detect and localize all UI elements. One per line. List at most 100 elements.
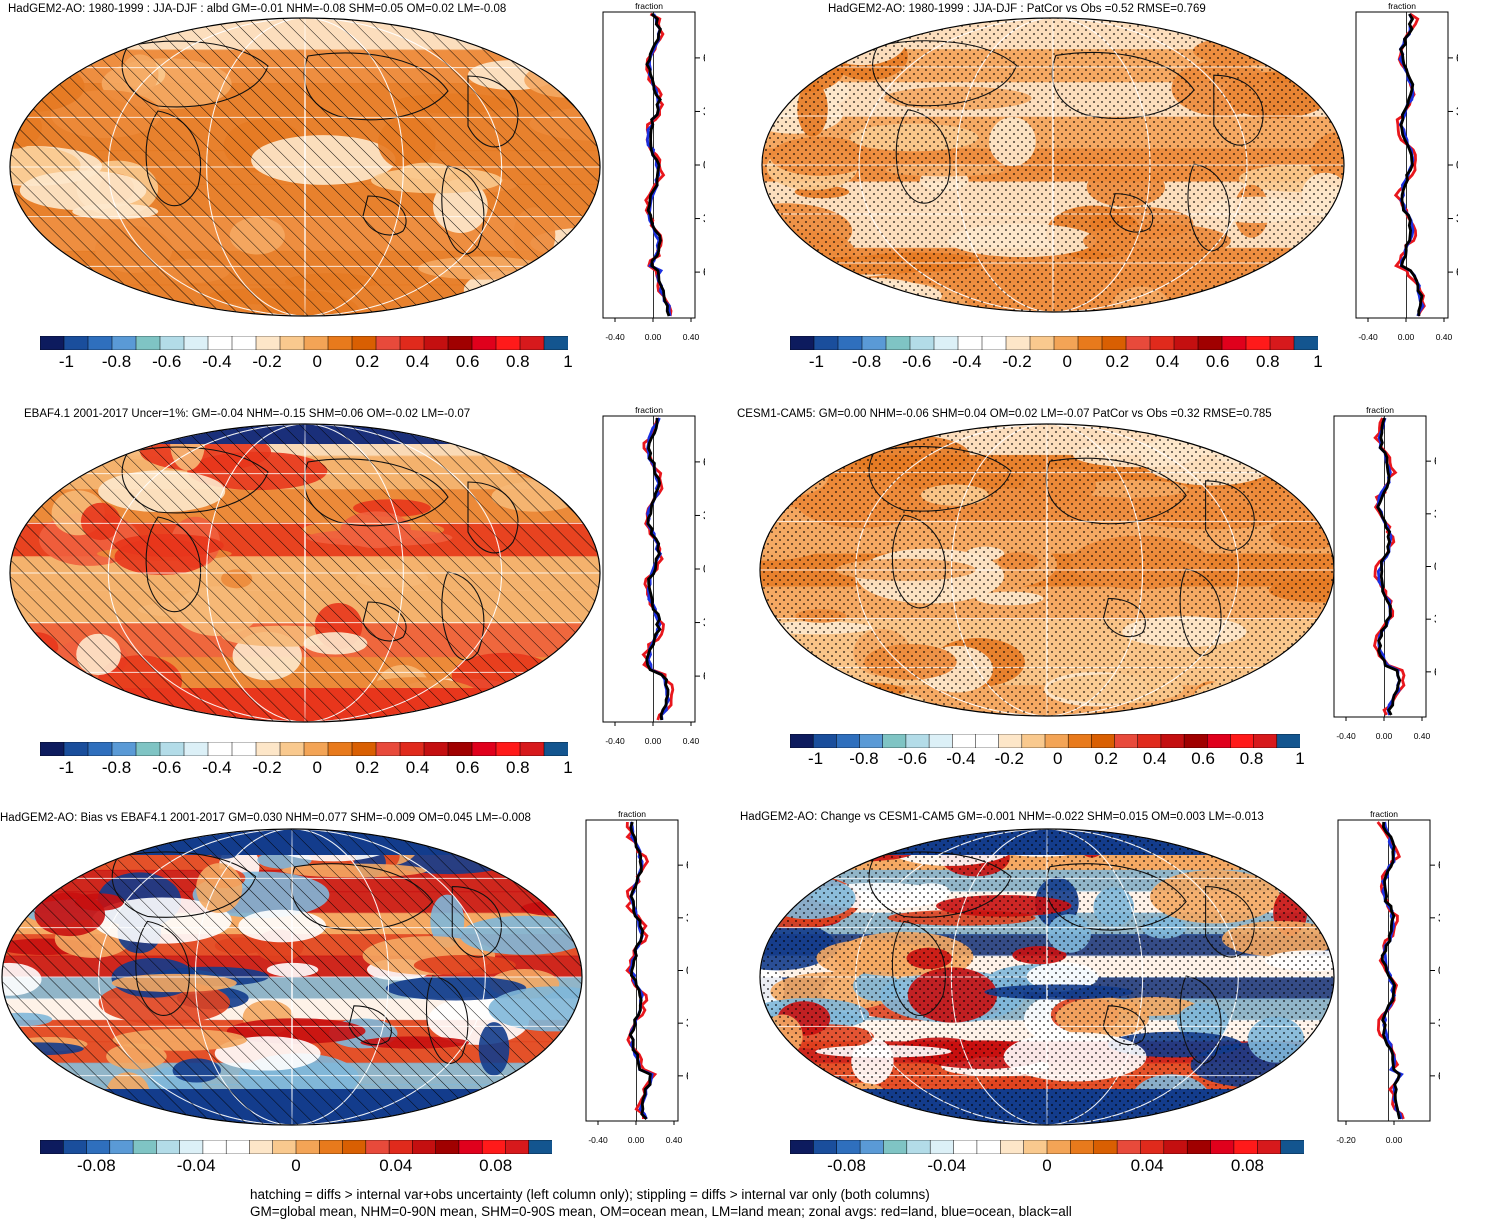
lat-tick-label: 30N [686, 913, 688, 925]
colorbar-swatch [279, 336, 305, 350]
colorbar-swatch [905, 734, 930, 748]
colorbar-swatch [1280, 1140, 1304, 1154]
colorbar-swatch [40, 1140, 65, 1154]
lat-tick-label: 60N [686, 860, 688, 872]
lat-tick-label: 60S [1456, 267, 1458, 279]
colorbar-tick-label: 0 [1062, 352, 1072, 371]
colorbar-swatch [231, 336, 257, 350]
map-svg-2 [761, 17, 1345, 313]
map-panel-1 [8, 16, 602, 318]
colorbar-swatch [183, 336, 209, 350]
colorbar-swatch [495, 336, 521, 350]
colorbar-swatch [495, 742, 521, 756]
colorbar-swatch [813, 336, 839, 350]
zonal-svg-5: fraction 60N 30N 0 30S 60S -0.40 0.00 0.40 [585, 809, 688, 1145]
colorbar-swatch [882, 734, 907, 748]
colorbar-swatch [412, 1140, 437, 1154]
panel-title-2: HadGEM2-AO: 1980-1999 : JJA-DJF : PatCor… [828, 3, 1206, 15]
colorbar-tick-label: -0.6 [152, 758, 182, 777]
colorbar-swatch [1253, 734, 1278, 748]
colorbar-swatch [885, 336, 911, 350]
colorbar-5 [40, 1140, 552, 1154]
panel-title-5: HadGEM2-AO: Bias vs EBAF4.1 2001-2017 GM… [0, 812, 531, 824]
colorbar-tick-label: -0.08 [827, 1156, 866, 1175]
colorbar-swatch [1091, 734, 1116, 748]
colorbar-svg-6 [790, 1140, 1304, 1154]
colorbar-swatch [1046, 1140, 1072, 1154]
zonal-x-tick-label: 0.40 [666, 1135, 683, 1145]
colorbar-swatch [111, 336, 137, 350]
colorbar-swatch [255, 336, 281, 350]
colorbar-swatch [1257, 1140, 1282, 1154]
colorbar-swatch [1245, 336, 1271, 350]
colorbar-swatch [998, 734, 1023, 748]
lat-tick-label: 60N [1438, 860, 1440, 872]
lat-tick-label: 30N [1438, 913, 1440, 925]
colorbar-swatch [1023, 1140, 1048, 1154]
colorbar-swatch [87, 336, 113, 350]
colorbar-swatch [1186, 1140, 1212, 1154]
colorbar-swatch [1207, 734, 1232, 748]
zonal-x-tick-label: 0.00 [645, 332, 662, 342]
colorbar-swatch [375, 336, 401, 350]
lat-tick-label: 30N [703, 106, 705, 118]
colorbar-swatch [255, 742, 281, 756]
colorbar-swatch [423, 742, 449, 756]
colorbar-tick-label: 0.04 [1130, 1156, 1164, 1175]
colorbar-tick-label: -0.4 [202, 352, 232, 371]
colorbar-swatch [249, 1140, 274, 1154]
zonal-x-tick-label: -0.40 [605, 332, 625, 342]
colorbar-swatch [159, 336, 185, 350]
colorbar-swatch [543, 742, 568, 756]
zonal-x-tick-label: -0.40 [1336, 731, 1356, 741]
colorbar-swatch [63, 742, 89, 756]
colorbar-swatch [135, 336, 161, 350]
colorbar-3 [40, 742, 568, 756]
colorbar-swatch [471, 336, 497, 350]
colorbar-labels-5: -0.08 -0.04 0 0.04 0.08 [40, 1156, 552, 1178]
colorbar-swatch [481, 1140, 507, 1154]
zonal-x-tick-label: 0.40 [683, 736, 700, 746]
colorbar-tick-label: -0.6 [902, 352, 932, 371]
zonal-x-tick-label: 0.00 [645, 736, 662, 746]
colorbar-swatch [179, 1140, 204, 1154]
colorbar-swatch [1269, 336, 1295, 350]
colorbar-swatch [543, 336, 568, 350]
colorbar-swatch [859, 1140, 885, 1154]
colorbar-swatch [1125, 336, 1151, 350]
colorbar-swatch [1029, 336, 1055, 350]
colorbar-swatch [87, 742, 113, 756]
colorbar-swatch [63, 336, 89, 350]
map-svg-5 [1, 828, 583, 1126]
colorbar-svg-5 [40, 1140, 552, 1154]
zonal-x-tick-label: 0.40 [1436, 332, 1453, 342]
colorbar-swatch [528, 1140, 552, 1154]
colorbar-tick-label: -1 [58, 352, 74, 371]
colorbar-swatch [1114, 734, 1139, 748]
colorbar-tick-label: 0.2 [1094, 749, 1119, 768]
colorbar-swatch [423, 336, 449, 350]
colorbar-swatch [1160, 734, 1185, 748]
colorbar-tick-label: 0.8 [506, 352, 530, 371]
map-panel-6 [758, 827, 1336, 1127]
colorbar-labels-2: -1 -0.8 -0.6 -0.4 -0.2 0 0.2 0.4 0.6 0.8 1 [790, 352, 1323, 374]
lat-tick-label: 60N [1434, 456, 1436, 468]
colorbar-swatch [342, 1140, 367, 1154]
zonal-x-tick-label: 0.00 [628, 1135, 645, 1145]
colorbar-6 [790, 1140, 1304, 1154]
colorbar-tick-label: 0.8 [1239, 749, 1264, 768]
colorbar-swatch [957, 336, 983, 350]
zonal-land-line [1393, 12, 1426, 317]
colorbar-swatch [295, 1140, 321, 1154]
zonal-all-line [1398, 13, 1424, 317]
colorbar-swatch [207, 336, 233, 350]
zonal-svg-4: fraction 60N 30N 0 30S 60S -0.40 0.00 0.40 [1333, 405, 1436, 741]
map-svg-3 [9, 423, 601, 723]
colorbar-labels-4: -1 -0.8 -0.6 -0.4 -0.2 0 0.2 0.4 0.6 0.8 1 [790, 749, 1305, 771]
colorbar-tick-label: 0.2 [1105, 352, 1130, 371]
colorbar-tick-label: -1 [807, 749, 824, 768]
colorbar-tick-label: 1 [1295, 749, 1305, 768]
lat-tick-label: 60S [703, 671, 705, 683]
lat-tick-label: 0 [703, 564, 705, 576]
map-panel-4 [758, 422, 1336, 718]
